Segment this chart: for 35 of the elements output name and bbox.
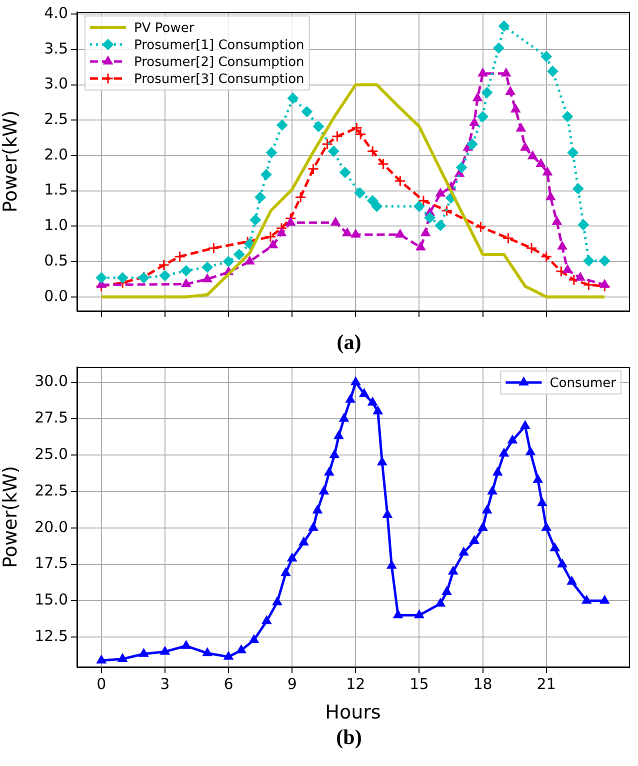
y-tick-label: 2.0: [44, 145, 68, 164]
y-tick-label: 4.0: [44, 4, 68, 22]
legend-label: Prosumer[3] Consumption: [134, 72, 304, 87]
legend-label: PV Power: [134, 20, 195, 36]
x-tick-label: 18: [473, 674, 492, 693]
text: (a): [336, 330, 362, 355]
text: (b): [335, 725, 363, 750]
y-tick-label: 0.5: [44, 251, 68, 270]
y-tick-label: 0.0: [44, 286, 68, 305]
y-tick-label: 20.0: [34, 518, 68, 536]
x-tick-label: 3: [160, 674, 170, 693]
x-axis-title: Hours: [325, 702, 381, 724]
y-tick-label: 12.5: [34, 627, 68, 646]
x-tick-label: 6: [224, 674, 234, 693]
y-axis-title: Power(kW): [0, 110, 22, 213]
x-tick-label: 0: [96, 674, 106, 693]
y-tick-label: 25.0: [34, 444, 68, 463]
x-tick-label: 15: [410, 674, 429, 693]
legend-label: Consumer: [550, 376, 617, 391]
y-tick-label: 3.0: [44, 74, 68, 93]
y-tick-label: 3.5: [44, 39, 68, 58]
y-tick-label: 30.0: [34, 372, 68, 390]
y-tick-label: 2.5: [44, 110, 68, 128]
x-tick-label: 21: [536, 674, 556, 693]
y-tick-label: 17.5: [34, 554, 68, 572]
x-tick-label: 9: [287, 674, 297, 693]
y-tick-label: 1.0: [44, 216, 68, 234]
y-tick-label: 1.5: [44, 180, 68, 199]
y-tick-label: 27.5: [34, 408, 68, 427]
y-axis-title: Power(kW): [0, 466, 22, 568]
y-tick-label: 15.0: [34, 590, 68, 609]
y-tick-label: 22.5: [34, 481, 68, 500]
legend-label: Prosumer[2] Consumption: [134, 54, 304, 70]
x-tick-label: 12: [346, 674, 366, 693]
legend-label: Prosumer[1] Consumption: [134, 38, 304, 53]
